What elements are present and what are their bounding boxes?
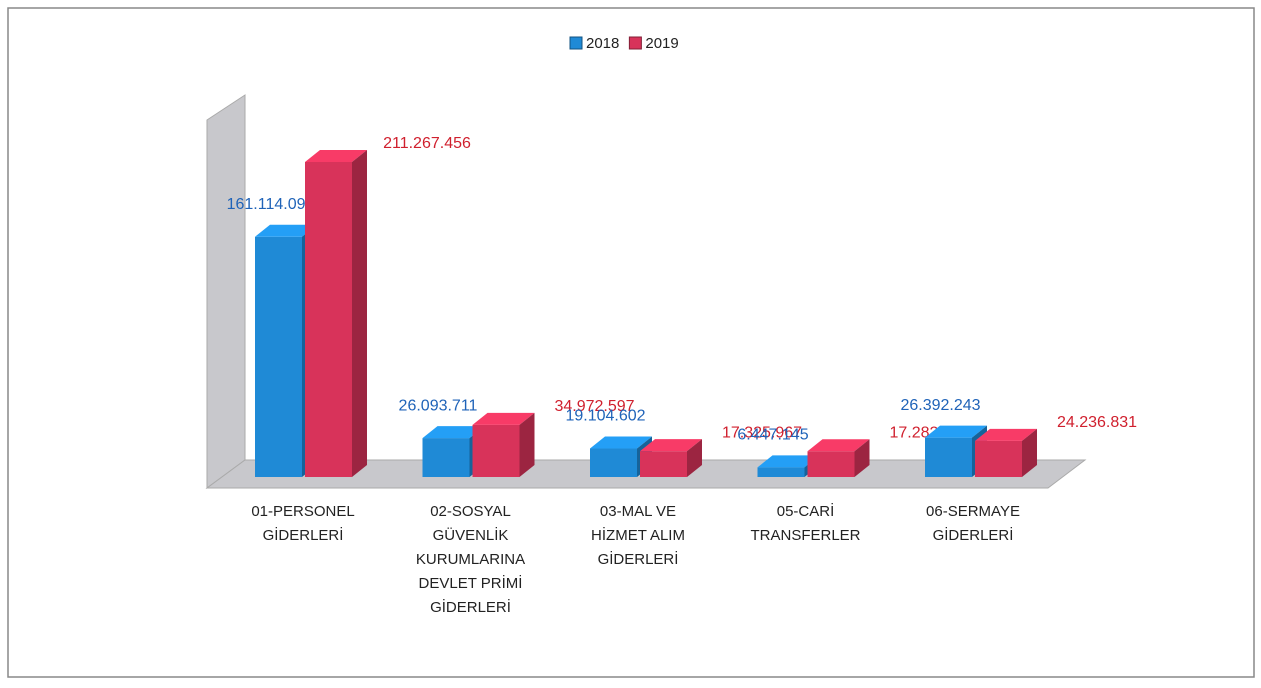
- bar-front: [925, 437, 972, 477]
- bar-top: [925, 425, 987, 438]
- x-tick-label: 06-SERMAYE GİDERLERİ: [926, 503, 1020, 544]
- bar-top: [975, 428, 1037, 441]
- bar-side: [352, 150, 367, 477]
- x-tick-label-line: 05-CARİ: [777, 502, 835, 520]
- x-tick-label: 01-PERSONEL GİDERLERİ: [251, 503, 354, 544]
- bar-side: [519, 412, 535, 477]
- bar-top: [472, 412, 535, 425]
- bar-side: [854, 439, 870, 477]
- bar-top: [807, 439, 870, 452]
- bar-front: [640, 451, 687, 477]
- bar-side: [1022, 428, 1037, 477]
- bar-front: [975, 440, 1022, 477]
- x-tick-label-line: DEVLET PRİMİ: [419, 574, 523, 592]
- legend-label: 2018: [586, 35, 619, 52]
- value-label: 211.267.456: [383, 135, 471, 152]
- bar: [305, 150, 367, 477]
- back-wall: [206, 94, 246, 489]
- bar-top: [305, 150, 367, 162]
- value-label: 161.114.094: [227, 196, 315, 213]
- bar: [472, 412, 535, 477]
- bar-top: [590, 436, 652, 449]
- x-tick-label-line: HİZMET ALIM: [591, 526, 685, 544]
- bar-top: [422, 426, 485, 439]
- x-tick-label: 05-CARİ TRANSFERLER: [750, 502, 860, 544]
- bar: [640, 439, 702, 477]
- bar-top: [757, 455, 820, 468]
- x-tick-label: 02-SOSYAL GÜVENLİK KURUMLARINA DEVLET PRİMİ…: [416, 503, 525, 616]
- x-tick-label-line: GİDERLERİ: [933, 526, 1014, 544]
- bar-front: [757, 467, 805, 477]
- value-label: 26.093.711: [399, 397, 478, 414]
- x-tick-label-line: GİDERLERİ: [430, 598, 511, 616]
- bar-front: [255, 236, 302, 477]
- legend-swatch: [569, 36, 583, 50]
- x-tick-label-line: GİDERLERİ: [598, 550, 679, 568]
- x-tick-label-line: KURUMLARINA: [416, 551, 525, 568]
- bar: [807, 439, 870, 477]
- legend: 2018 2019: [569, 35, 679, 52]
- bar: [975, 428, 1037, 477]
- x-tick-label-line: 06-SERMAYE: [926, 503, 1020, 520]
- x-tick-label-line: 02-SOSYAL: [430, 503, 511, 520]
- legend-label: 2019: [645, 35, 678, 52]
- chart-frame: [7, 7, 1255, 678]
- value-label: 6.447.145: [737, 427, 808, 444]
- bar-front: [305, 162, 352, 477]
- value-label: 26.392.243: [900, 397, 980, 414]
- bar-front: [472, 424, 520, 477]
- value-label: 17.325.967: [722, 424, 802, 441]
- value-label: 19.104.602: [565, 408, 645, 425]
- x-tick-label: 03-MAL VE HİZMET ALIM GİDERLERİ: [591, 503, 685, 568]
- bar-side: [687, 439, 702, 477]
- x-tick-label-line: 03-MAL VE: [600, 503, 676, 520]
- x-tick-label-line: TRANSFERLER: [750, 527, 860, 544]
- bar-front: [807, 451, 855, 477]
- value-label: 24.236.831: [1057, 414, 1137, 431]
- bar-front: [422, 438, 470, 477]
- bar-top: [255, 224, 317, 237]
- bar-front: [590, 448, 637, 477]
- x-tick-label-line: GİDERLERİ: [263, 526, 344, 544]
- x-tick-label-line: 01-PERSONEL: [251, 503, 354, 520]
- x-tick-label-line: GÜVENLİK: [433, 526, 509, 544]
- value-label: 34.972.597: [554, 398, 634, 415]
- legend-swatch: [628, 36, 642, 50]
- bar-top: [640, 439, 702, 452]
